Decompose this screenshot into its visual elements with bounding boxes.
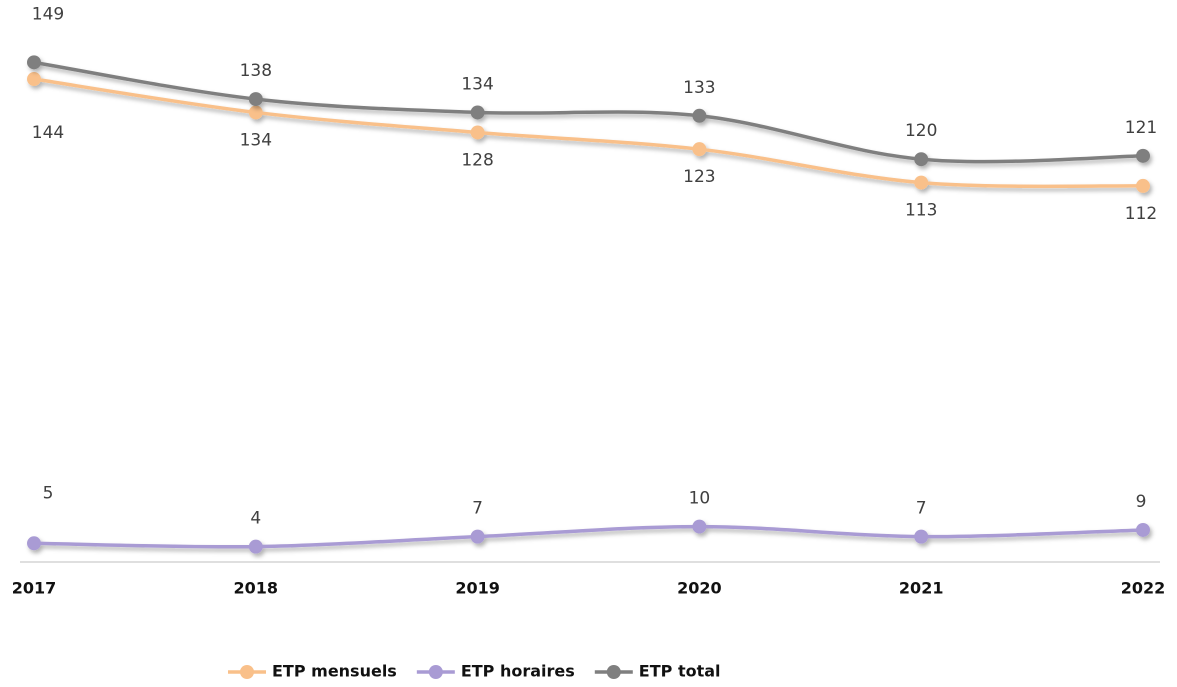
data-label: 120 [905, 121, 937, 141]
series [27, 55, 1150, 167]
marker [470, 125, 485, 140]
marker [692, 108, 707, 123]
data-label: 138 [240, 61, 272, 81]
legend-marker [428, 665, 443, 679]
legend-marker [606, 665, 621, 679]
data-label: 112 [1125, 204, 1157, 224]
data-label: 9 [1136, 492, 1147, 512]
data-label: 134 [461, 74, 493, 94]
marker [470, 105, 485, 120]
legend-label: ETP horaires [461, 662, 575, 681]
data-label: 7 [472, 499, 483, 519]
line [33, 77, 1144, 189]
marker [914, 175, 929, 190]
data-label: 5 [43, 483, 54, 503]
data-label: 134 [240, 130, 272, 150]
data-label: 149 [32, 4, 64, 24]
legend-marker [240, 665, 254, 679]
marker [914, 529, 929, 544]
data-label: 133 [683, 78, 715, 98]
marker [470, 529, 485, 544]
data-label: 128 [461, 150, 493, 170]
series [27, 72, 1150, 193]
x-tick-label: 2018 [234, 579, 279, 598]
data-label: 4 [250, 509, 261, 529]
x-tick-label: 2019 [455, 579, 500, 598]
marker [248, 92, 263, 107]
legend-label: ETP total [639, 662, 721, 681]
data-label: 113 [905, 201, 937, 221]
marker [1136, 178, 1150, 193]
line [33, 60, 1144, 164]
data-label: 121 [1125, 118, 1157, 138]
marker [1136, 522, 1150, 537]
marker [27, 55, 41, 70]
legend: ETP mensuels ETP horaires ETP total [228, 662, 721, 681]
data-label: 10 [689, 489, 711, 509]
x-tick-label: 2017 [12, 579, 57, 598]
series [27, 519, 1150, 554]
marker [692, 519, 707, 534]
marker [914, 152, 929, 167]
data-label: 144 [32, 123, 64, 143]
legend-label: ETP mensuels [272, 662, 397, 681]
data-label: 123 [683, 167, 715, 187]
marker [27, 72, 41, 87]
marker [1136, 148, 1150, 163]
marker [692, 142, 707, 157]
data-label: 7 [916, 499, 927, 519]
x-tick-label: 2021 [899, 579, 944, 598]
x-tick-label: 2020 [677, 579, 722, 598]
line [33, 524, 1144, 549]
marker [27, 536, 41, 551]
marker [248, 105, 263, 120]
x-tick-label: 2022 [1121, 579, 1166, 598]
marker [248, 539, 263, 554]
